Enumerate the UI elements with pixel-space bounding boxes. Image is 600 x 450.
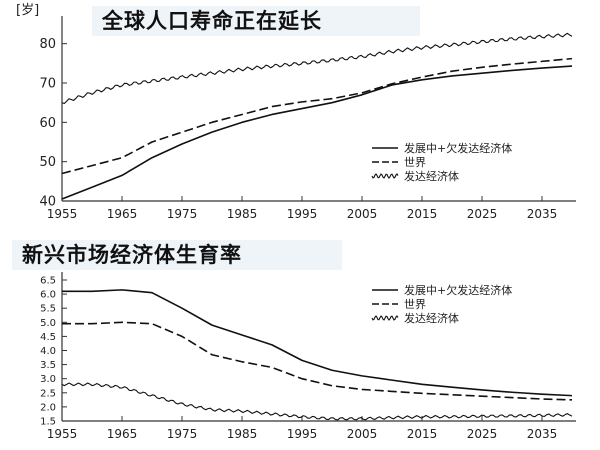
x-tick-label: 2025 [467, 207, 498, 221]
legend-label-2: 发达经济体 [404, 169, 459, 183]
y-tick-label: 5.5 [40, 304, 56, 315]
series-1-line [61, 57, 573, 175]
series-2-line [61, 382, 573, 421]
y-axis-unit-label: [岁] [16, 3, 39, 18]
y-tick-label: 70 [39, 77, 56, 92]
fertility-rate-title-band: 新兴市场经济体生育率 [12, 240, 342, 270]
y-tick-label: 40 [39, 195, 56, 210]
x-tick-label: 2015 [407, 207, 438, 221]
x-tick-label: 1995 [287, 207, 318, 221]
x-tick-label: 2005 [347, 427, 378, 441]
y-tick-label: 60 [39, 116, 56, 131]
series-0-line [62, 289, 573, 397]
y-tick-label: 3.5 [40, 360, 56, 371]
legend-label-1: 世界 [404, 298, 426, 311]
y-tick-label: 5.0 [40, 318, 56, 329]
y-tick-label: 2.0 [40, 402, 56, 413]
y-tick-label: 80 [39, 37, 56, 52]
x-tick-label: 1975 [167, 427, 198, 441]
legend-swatch-2 [371, 315, 399, 321]
y-tick-label: 2.5 [40, 388, 56, 399]
x-tick-label: 1975 [167, 207, 198, 221]
x-tick-label: 2025 [467, 427, 498, 441]
legend-label-1: 世界 [404, 156, 426, 169]
series-2-line [61, 32, 573, 105]
fertility-rate-title: 新兴市场经济体生育率 [22, 243, 242, 267]
x-tick-label: 1965 [107, 207, 138, 221]
y-tick-label: 4.0 [40, 346, 56, 357]
y-tick-label: 50 [39, 155, 56, 170]
life-expectancy-chart-panel: 全球人口寿命正在延长 40 50 60 70 80 1955 1965 1975 1985 199… [16, 3, 576, 221]
legend-label-0: 发展中+欠发达经济体 [404, 283, 512, 297]
y-tick-label: 4.5 [40, 332, 56, 343]
y-tick-label: 6.5 [40, 276, 56, 287]
x-tick-label: 1985 [227, 207, 258, 221]
x-tick-label: 2015 [407, 427, 438, 441]
y-tick-label: 3.0 [40, 374, 56, 385]
x-tick-label: 1995 [287, 427, 318, 441]
legend-label-0: 发展中+欠发达经济体 [404, 141, 512, 155]
life-expectancy-title-band: 全球人口寿命正在延长 [92, 6, 420, 36]
life-expectancy-title: 全球人口寿命正在延长 [102, 9, 322, 33]
x-tick-label: 2035 [527, 207, 558, 221]
life-expectancy-chart: 40 50 60 70 80 1955 1965 1975 1985 1995 2005 2015 20… [16, 3, 576, 221]
x-tick-label: 1985 [227, 427, 258, 441]
series-1-line [62, 321, 573, 401]
y-tick-label: 1.5 [40, 417, 56, 428]
x-tick-label: 2035 [527, 427, 558, 441]
y-tick-label: 6.0 [40, 290, 56, 301]
x-tick-label: 2005 [347, 207, 378, 221]
x-tick-label: 1955 [47, 207, 78, 221]
fertility-rate-chart-panel: 新兴市场经济体生育率 1.5 2.0 2.5 3.0 3.5 4.0 4.5 5.0 5.5 6.… [0, 232, 600, 450]
fertility-rate-chart: 1.5 2.0 2.5 3.0 3.5 4.0 4.5 5.0 5.5 6.0 6.5 1955 196… [40, 272, 576, 441]
x-tick-label: 1965 [107, 427, 138, 441]
legend-label-2: 发达经济体 [404, 311, 459, 325]
series-0-line [61, 65, 573, 200]
x-tick-label: 1955 [47, 427, 78, 441]
legend-swatch-2 [371, 173, 399, 179]
